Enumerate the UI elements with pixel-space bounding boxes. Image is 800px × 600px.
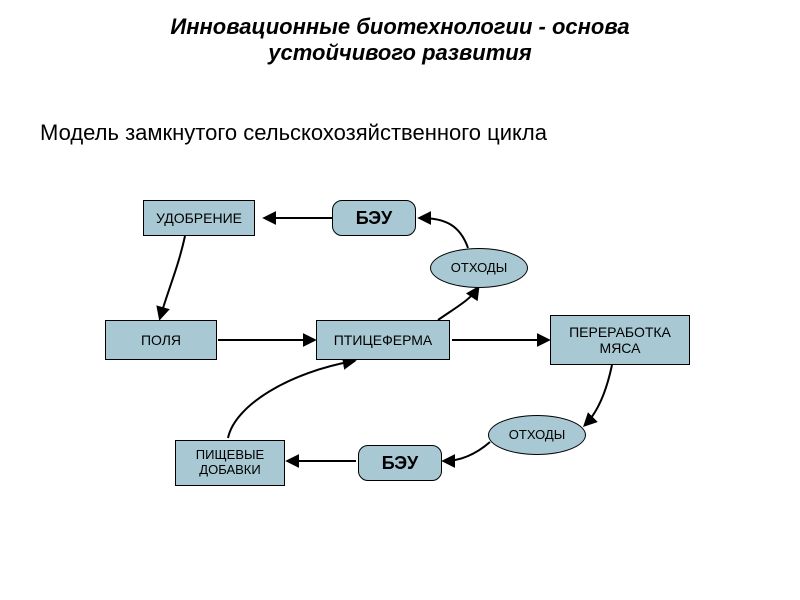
edge-fertilizer-fields <box>160 236 185 318</box>
node-waste_bot: ОТХОДЫ <box>488 415 586 455</box>
node-additives: ПИЩЕВЫЕ ДОБАВКИ <box>175 440 285 486</box>
diagram-edges <box>0 0 800 600</box>
edge-processing-waste_bot <box>585 365 612 425</box>
edge-waste_top-beu_top <box>420 218 468 248</box>
node-fields: ПОЛЯ <box>105 320 217 360</box>
edge-waste_bot-beu_bot <box>444 442 490 461</box>
node-waste_top: ОТХОДЫ <box>430 248 528 288</box>
page-title: Инновационные биотехнологии - основа уст… <box>100 14 700 66</box>
page-subtitle: Модель замкнутого сельскохозяйственного … <box>40 120 547 146</box>
edge-additives-farm <box>228 361 354 438</box>
node-fertilizer: УДОБРЕНИЕ <box>143 200 255 236</box>
node-processing: ПЕРЕРАБОТКА МЯСА <box>550 315 690 365</box>
node-farm: ПТИЦЕФЕРМА <box>316 320 450 360</box>
edge-farm-waste_top <box>438 288 478 320</box>
node-beu_top: БЭУ <box>332 200 416 236</box>
node-beu_bot: БЭУ <box>358 445 442 481</box>
